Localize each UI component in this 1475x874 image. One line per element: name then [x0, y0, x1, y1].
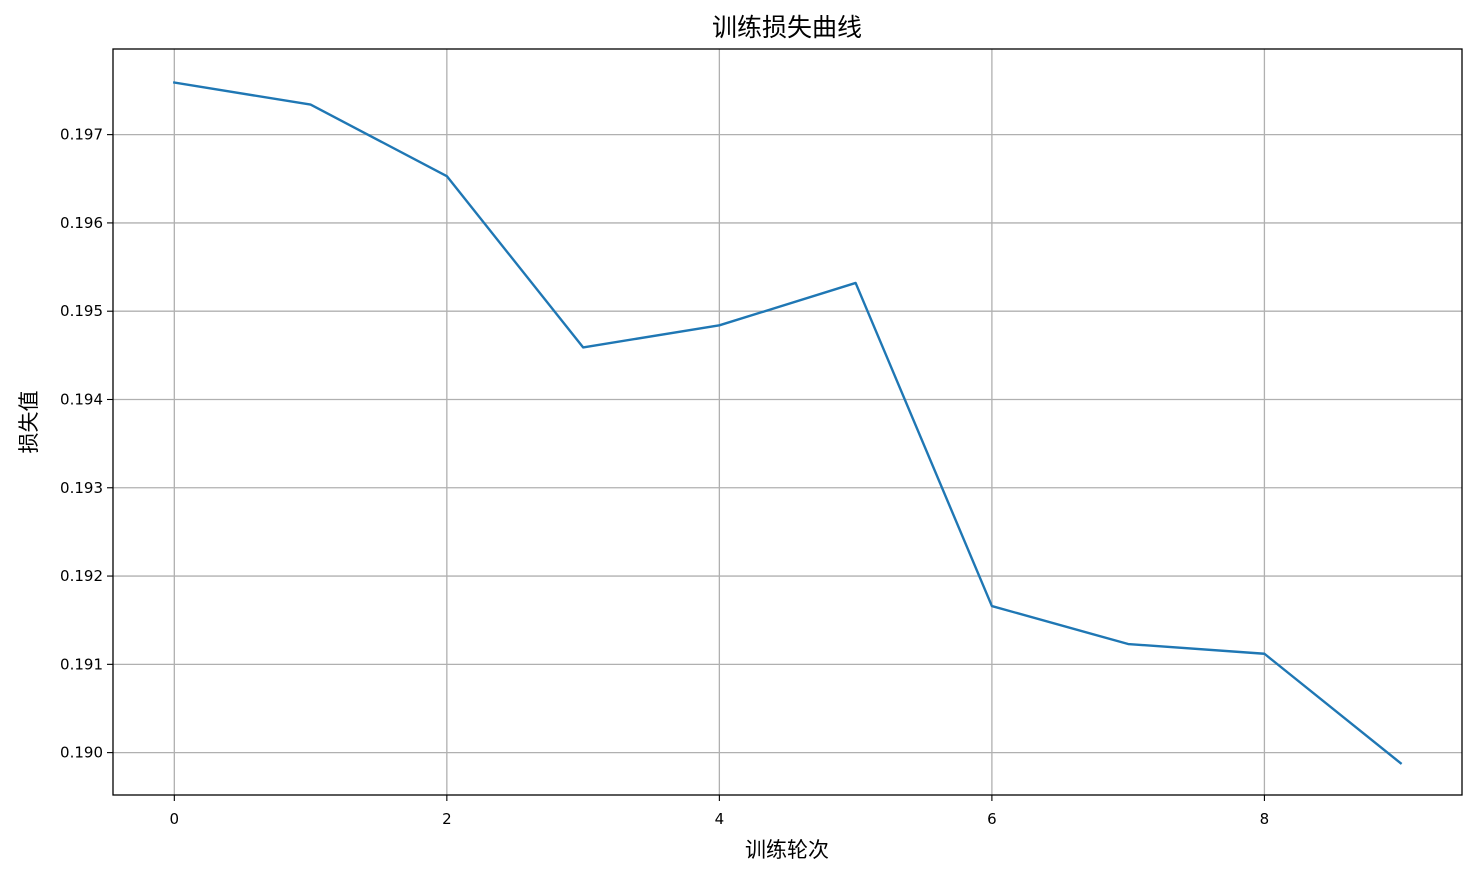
- y-tick-label: 0.190: [60, 744, 103, 762]
- y-tick-label: 0.195: [60, 302, 103, 320]
- y-tick-label: 0.196: [60, 214, 103, 232]
- y-tick-label: 0.192: [60, 567, 103, 585]
- x-tick-label: 0: [170, 810, 180, 828]
- x-tick-label: 8: [1260, 810, 1270, 828]
- axis-ticks: 0 2 4 6 8 0.190 0.191 0.192 0.193 0.194 0.195 0.196…: [60, 126, 1269, 828]
- y-axis-title: 损失值: [17, 391, 41, 454]
- series-layer: [172, 81, 1403, 765]
- plot-frame: [112, 48, 1463, 796]
- x-tick-label: 2: [442, 810, 452, 828]
- y-tick-label: 0.193: [60, 479, 103, 497]
- x-axis-title: 训练轮次: [745, 838, 829, 862]
- grid-lines: [113, 49, 1462, 795]
- loss-series-line: [172, 81, 1403, 765]
- x-tick-label: 4: [715, 810, 725, 828]
- x-tick-label: 6: [987, 810, 997, 828]
- y-tick-label: 0.197: [60, 126, 103, 144]
- y-tick-label: 0.194: [60, 390, 103, 408]
- y-tick-label: 0.191: [60, 655, 103, 673]
- chart-title: 训练损失曲线: [712, 13, 862, 42]
